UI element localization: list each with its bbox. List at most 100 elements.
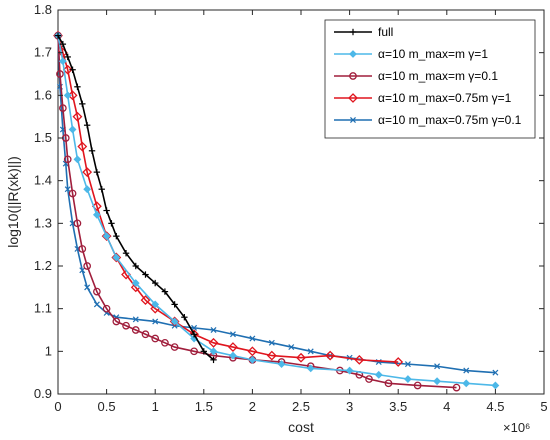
marker-circle <box>365 375 373 383</box>
marker-diamond-open <box>101 231 112 242</box>
marker-cross <box>288 344 295 351</box>
marker-plus <box>200 348 207 355</box>
marker-circle <box>384 379 393 388</box>
x-tick-label: 5 <box>540 399 547 414</box>
y-tick-label: 1.7 <box>34 45 52 60</box>
marker-diamond <box>404 375 412 383</box>
marker-plus <box>83 122 91 129</box>
marker-diamond <box>68 125 77 134</box>
marker-plus <box>69 66 76 73</box>
marker-cross-b <box>268 339 275 346</box>
y-tick-label: 1.4 <box>34 173 52 188</box>
marker-circle <box>349 72 357 80</box>
marker-plus <box>108 220 115 227</box>
series-0 <box>54 32 217 364</box>
marker-plus <box>88 147 96 154</box>
marker-circle <box>78 245 87 253</box>
x-tick-label: 4.5 <box>486 399 504 414</box>
marker-circle <box>141 330 150 339</box>
marker-cross-b <box>84 284 91 291</box>
marker-diamond <box>433 377 441 386</box>
marker-plus <box>79 100 86 108</box>
marker-circle <box>63 155 72 164</box>
marker-diamond-open <box>208 337 219 348</box>
marker-diamond <box>277 360 286 369</box>
marker-cross <box>191 324 198 331</box>
marker-plus <box>181 314 188 321</box>
marker-cross <box>492 369 499 376</box>
marker-plus <box>190 331 198 338</box>
x-tick-label: 4 <box>443 399 450 414</box>
y-tick-label: 1.3 <box>34 215 52 230</box>
series-1 <box>54 31 500 390</box>
marker-cross <box>84 284 91 291</box>
legend-entry-label: α=10 m_max=m γ=1 <box>378 47 488 61</box>
marker-diamond <box>462 379 471 388</box>
marker-diamond-open <box>77 141 88 152</box>
marker-cross-b <box>307 348 314 355</box>
marker-diamond <box>349 50 357 58</box>
y-tick-label: 0.9 <box>34 386 52 401</box>
y-axis-label: log10(||R(xk)||) <box>5 156 21 248</box>
x-tick-label: 3 <box>346 399 353 414</box>
marker-diamond <box>209 347 218 356</box>
marker-diamond <box>306 364 315 373</box>
marker-plus <box>93 168 101 176</box>
marker-plus <box>113 232 120 240</box>
marker-diamond-open <box>228 342 238 352</box>
marker-cross-b <box>132 316 139 323</box>
y-tick-label: 1.5 <box>34 130 52 145</box>
marker-plus <box>210 356 217 364</box>
marker-circle <box>452 383 461 392</box>
marker-circle <box>56 70 64 78</box>
marker-plus <box>54 32 62 39</box>
marker-diamond <box>374 370 383 379</box>
x-tick-label: 1.5 <box>195 399 213 414</box>
marker-circle <box>59 104 67 112</box>
marker-diamond <box>63 91 72 100</box>
y-tick-label: 1.6 <box>34 87 52 102</box>
marker-diamond <box>345 366 354 375</box>
marker-cross-b <box>191 324 198 331</box>
marker-plus <box>142 271 149 278</box>
marker-diamond-open <box>296 352 306 363</box>
series-line <box>57 35 496 387</box>
marker-diamond <box>112 253 121 262</box>
marker-diamond-open <box>62 64 73 75</box>
marker-cross-b <box>434 363 441 370</box>
marker-diamond-open <box>72 111 83 122</box>
marker-cross <box>210 327 217 333</box>
marker-cross <box>249 335 256 342</box>
marker-diamond <box>170 317 179 326</box>
marker-cross <box>93 301 100 308</box>
x-tick-label: 1 <box>152 399 159 414</box>
marker-plus <box>103 207 110 214</box>
marker-cross-b <box>79 267 86 274</box>
y-tick-label: 1.8 <box>34 2 52 17</box>
marker-circle <box>131 326 140 334</box>
marker-diamond-open <box>393 357 404 367</box>
marker-plus <box>59 40 67 48</box>
marker-cross <box>64 186 71 193</box>
marker-cross-b <box>492 369 499 376</box>
axes-layer: 0 0.5 1 1.5 2 2.5 3 3.5 4 4.5 5 0.9 1 1.1 1.2 1.3 1.4 1.5… <box>34 2 548 414</box>
marker-diamond <box>248 355 257 364</box>
marker-cross-b <box>64 186 71 193</box>
marker-diamond-open <box>91 201 102 212</box>
marker-circle <box>190 347 198 356</box>
marker-cross <box>132 316 139 323</box>
marker-circle <box>73 219 82 228</box>
marker-plus <box>161 288 169 295</box>
marker-diamond-open <box>111 252 122 263</box>
marker-diamond <box>229 351 237 360</box>
x-axis-label: cost <box>288 419 314 435</box>
marker-diamond <box>151 300 160 309</box>
x-tick-label: 3.5 <box>389 399 407 414</box>
marker-diamond-open <box>325 350 336 361</box>
marker-plus <box>74 83 81 90</box>
legend-entry-label: full <box>378 25 393 39</box>
legend: full α=10 m_max=m γ=1 α=10 m_max=m γ=0.1 α=… <box>324 19 536 139</box>
marker-diamond <box>131 279 140 287</box>
marker-cross <box>434 363 441 370</box>
